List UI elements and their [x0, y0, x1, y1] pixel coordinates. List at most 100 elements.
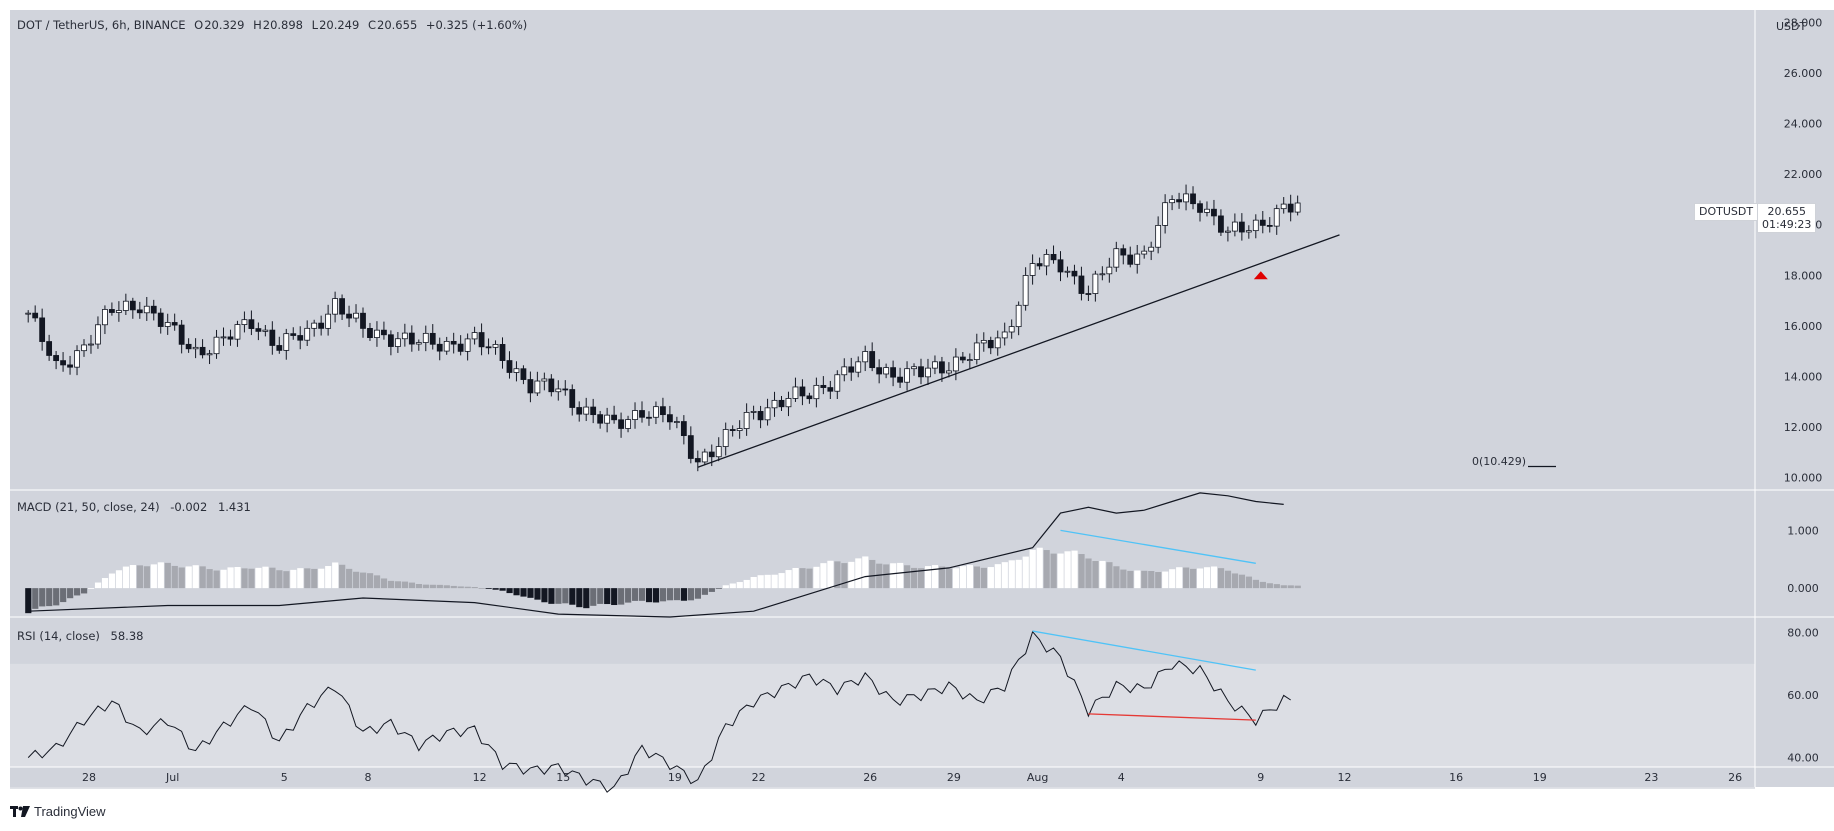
candle-body	[1218, 215, 1224, 233]
candle-body	[576, 407, 583, 415]
candle-body	[346, 313, 352, 319]
macd-histogram-bar	[1064, 551, 1071, 589]
macd-histogram-bar	[1057, 553, 1064, 589]
candle-body	[171, 322, 178, 326]
candle-body	[241, 319, 248, 325]
candle-body	[401, 332, 408, 340]
candle-body	[499, 344, 506, 361]
macd-histogram-bar	[276, 570, 283, 589]
rsi-tick-label: 60.00	[1787, 689, 1819, 702]
macd-histogram-bar	[325, 566, 332, 589]
symbol-title[interactable]: DOT / TetherUS, 6h, BINANCE	[17, 18, 186, 32]
macd-tick-label: 1.000	[1787, 524, 1819, 537]
macd-histogram-bar	[841, 563, 848, 589]
macd-histogram-bar	[332, 562, 339, 589]
macd-histogram-bar	[527, 588, 534, 598]
candle-body	[1287, 203, 1294, 213]
time-tick-label: 12	[1338, 771, 1352, 784]
macd-histogram-bar	[1001, 562, 1008, 589]
macd-histogram-bar	[959, 566, 967, 589]
rsi-header: RSI (14, close) 58.38	[17, 629, 144, 643]
macd-histogram-bar	[283, 571, 290, 589]
candle-body	[1106, 266, 1113, 275]
candle-body	[88, 343, 94, 346]
candle-body	[778, 399, 785, 408]
macd-histogram-bar	[1120, 569, 1127, 589]
candle-body	[904, 368, 910, 383]
macd-histogram-bar	[255, 567, 262, 589]
macd-histogram-bar	[164, 562, 171, 589]
candle-body	[1141, 250, 1148, 255]
candle-body	[325, 313, 332, 329]
candle-body	[262, 329, 269, 332]
candle-body	[60, 360, 66, 366]
macd-histogram-bar	[450, 585, 457, 589]
candle-body	[1127, 254, 1134, 265]
candle-body	[1029, 263, 1036, 276]
time-tick-label: 19	[668, 771, 682, 784]
macd-histogram-bar	[548, 588, 555, 604]
macd-histogram-bar	[834, 561, 841, 589]
symbol-header: DOT / TetherUS, 6h, BINANCE O20.329 H20.…	[17, 18, 528, 32]
candle-body	[708, 451, 715, 458]
macd-histogram-bar	[848, 561, 855, 589]
candle-body	[1231, 221, 1238, 232]
macd-histogram-bar	[1190, 568, 1197, 589]
macd-histogram-bar	[701, 588, 708, 595]
macd-histogram-bar	[1294, 585, 1301, 589]
candle-body	[332, 298, 339, 315]
rsi-value: 58.38	[110, 629, 144, 643]
c-value: 20.655	[377, 18, 418, 32]
rsi-layer	[27, 630, 1291, 793]
macd-histogram-bar	[464, 586, 471, 589]
macd-histogram-bar	[785, 570, 792, 589]
macd-title[interactable]: MACD (21, 50, close, 24)	[17, 500, 160, 514]
macd-histogram-bar	[680, 588, 688, 601]
macd-histogram-bar	[101, 578, 109, 589]
macd-histogram-bar	[1043, 550, 1050, 589]
candle-body	[1008, 326, 1015, 333]
candle-body	[1036, 263, 1043, 267]
macd-histogram-bar	[1022, 556, 1029, 589]
macd-histogram-bar	[1273, 584, 1280, 589]
candle-body	[1099, 273, 1106, 276]
macd-histogram-bar	[471, 587, 478, 589]
support-trendline	[697, 234, 1340, 468]
macd-histogram-bar	[604, 588, 611, 605]
c-label: C	[367, 18, 377, 32]
candle-body	[1245, 230, 1252, 233]
candle-body	[750, 411, 757, 413]
candle-body	[1050, 254, 1057, 261]
macd-histogram-bar	[687, 588, 695, 601]
candle-body	[541, 378, 548, 382]
macd-histogram-bar	[366, 573, 374, 589]
candle-body	[757, 411, 764, 421]
price-tick-label: 14.000	[1784, 370, 1823, 383]
rsi-line	[27, 630, 1291, 793]
candle-body	[227, 336, 234, 340]
macd-histogram-bar	[778, 573, 785, 589]
candle-body	[1266, 225, 1273, 227]
tradingview-logo[interactable]: TradingView	[10, 804, 106, 819]
macd-histogram-bar	[32, 588, 39, 609]
price-tick-label: 10.000	[1784, 471, 1823, 484]
candle-body	[939, 361, 945, 374]
candle-body	[1085, 293, 1092, 295]
rsi-title[interactable]: RSI (14, close)	[17, 629, 100, 643]
macd-histogram-bar	[394, 581, 402, 589]
macd-histogram-bar	[980, 567, 987, 589]
candle-body	[946, 370, 952, 374]
candle-body	[1190, 193, 1196, 205]
candle-body	[102, 309, 108, 326]
macd-histogram-bar	[771, 574, 778, 589]
candle-body	[883, 367, 890, 375]
macd-histogram-bar	[1224, 570, 1232, 589]
candle-body	[192, 346, 199, 350]
candle-body	[876, 367, 883, 375]
macd-histogram-bar	[918, 568, 925, 589]
ticker-label: DOTUSDT	[1699, 205, 1754, 218]
macd-histogram-bar	[115, 570, 123, 589]
candle-body	[39, 317, 46, 342]
candle-body	[115, 310, 122, 313]
